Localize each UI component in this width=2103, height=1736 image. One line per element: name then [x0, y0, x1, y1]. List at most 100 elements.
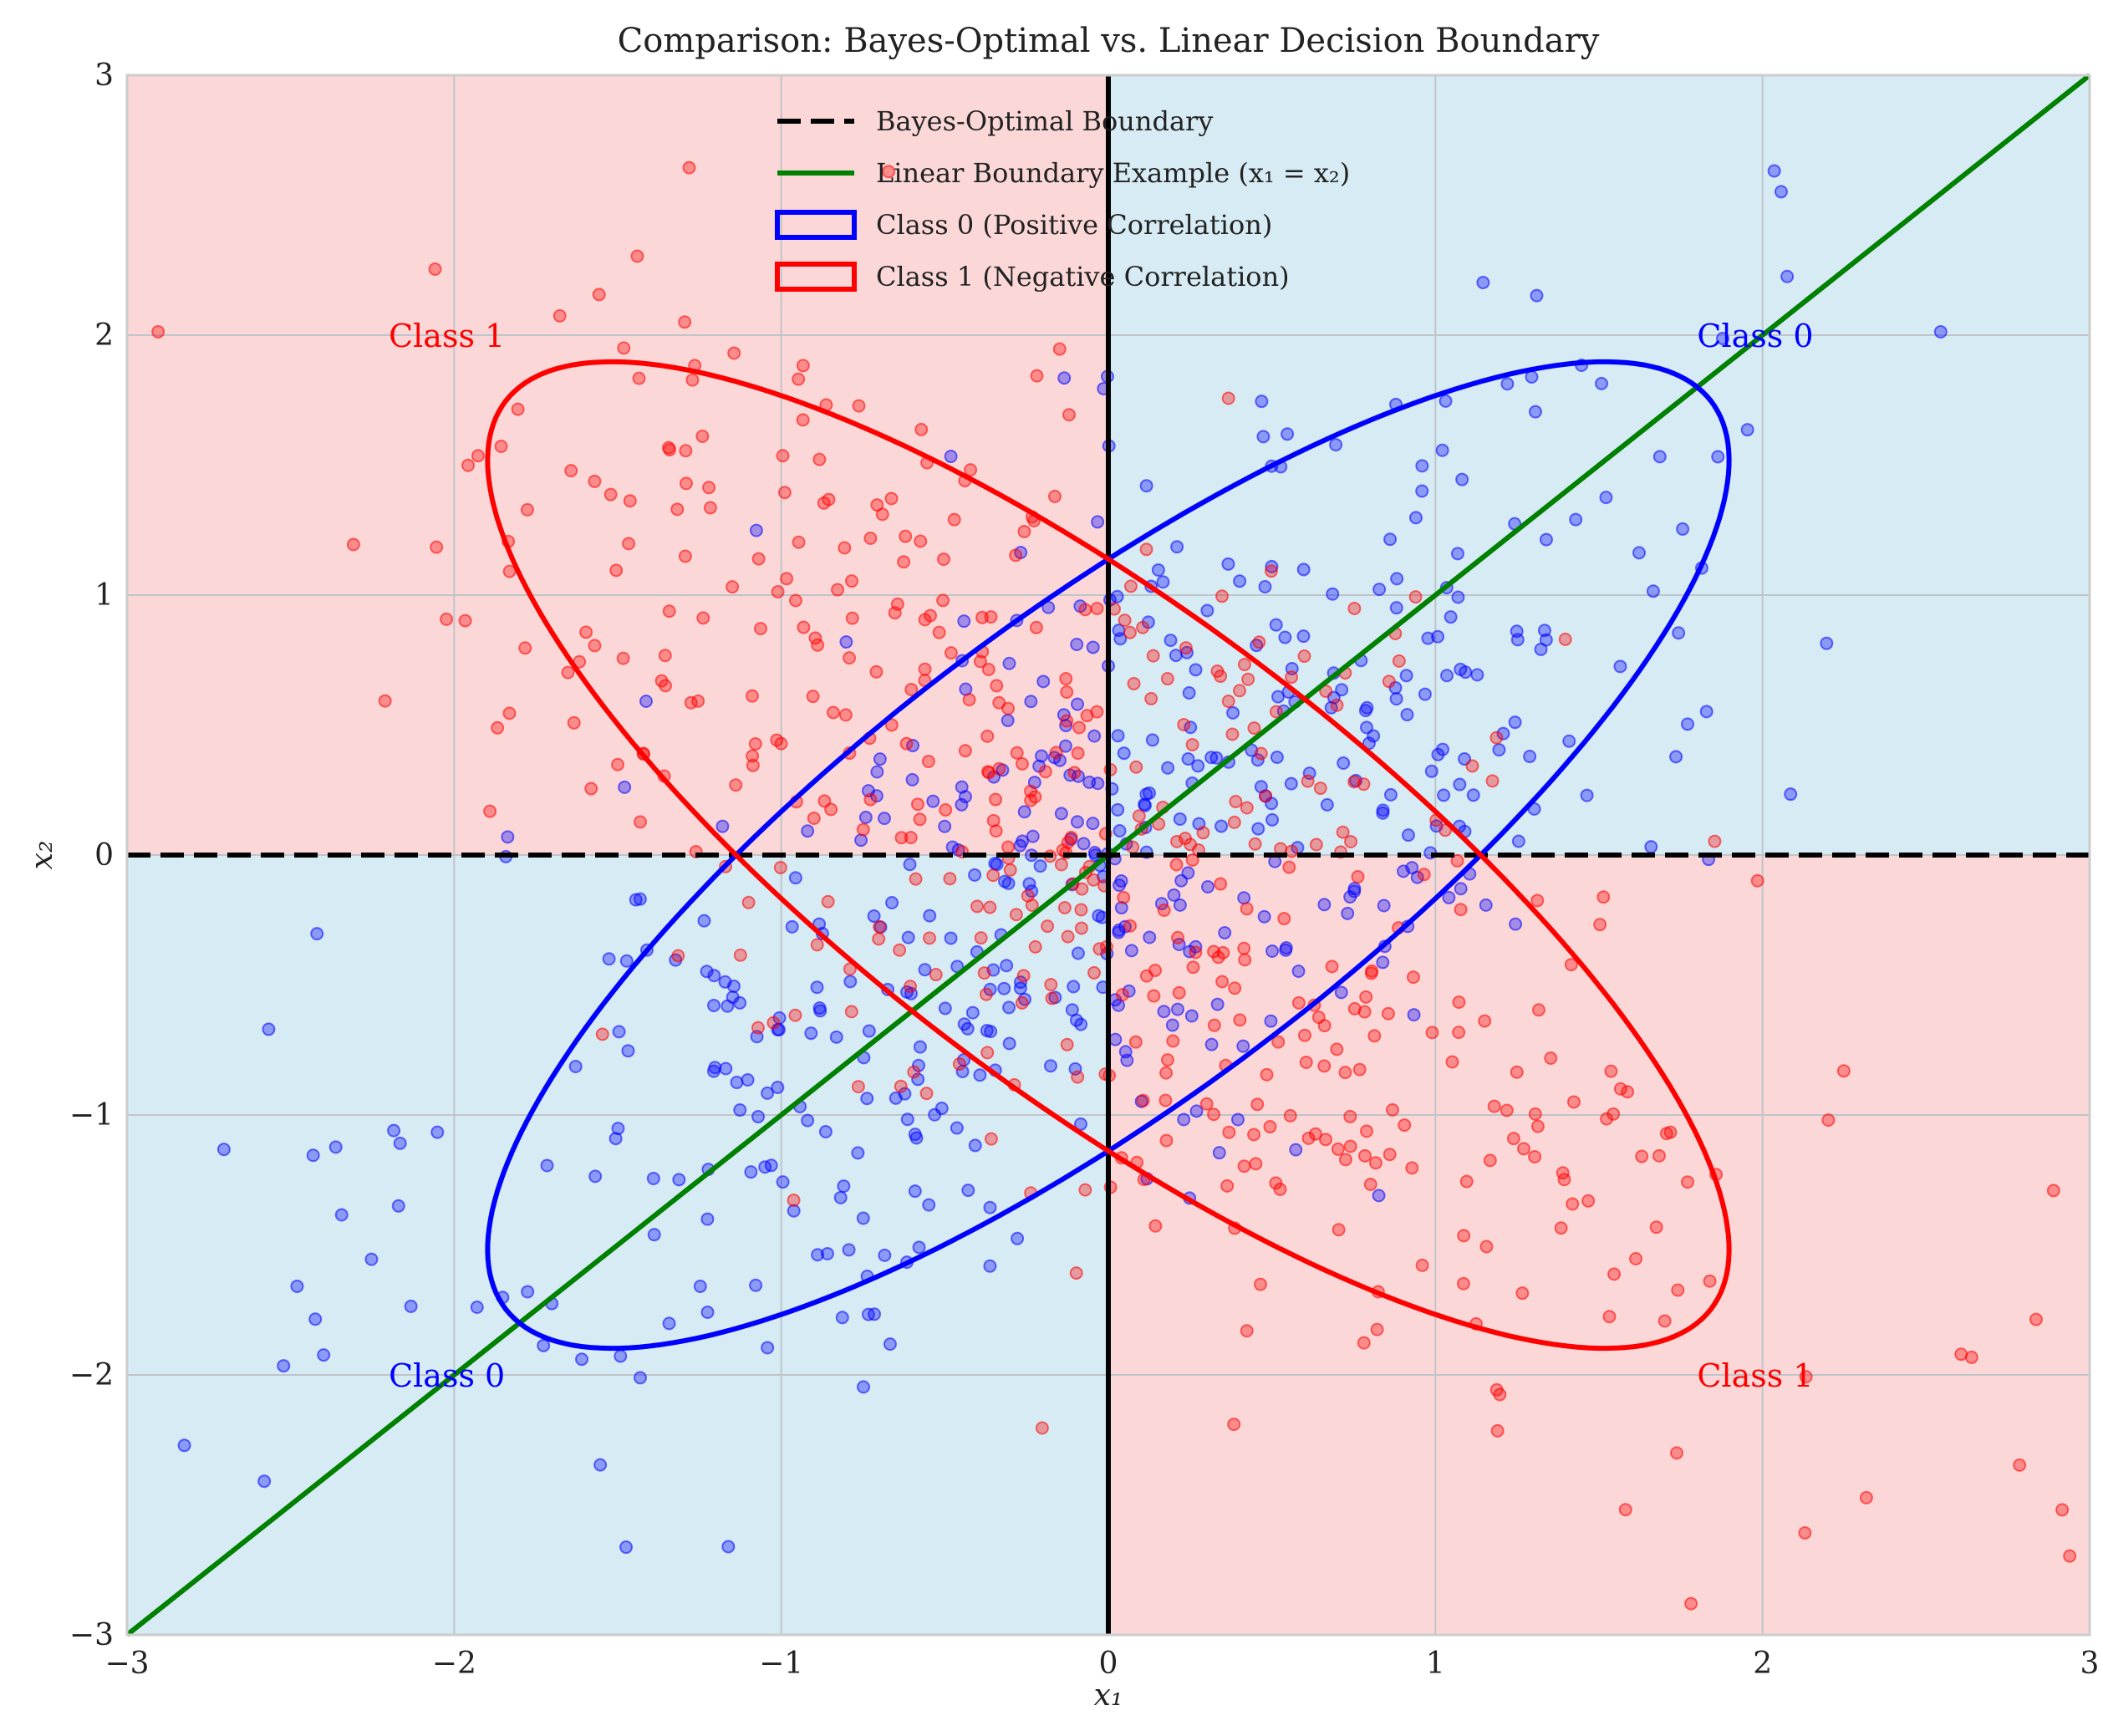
- point-class1: [1171, 930, 1185, 944]
- point-class1: [1071, 1070, 1085, 1084]
- point-class0: [1067, 980, 1081, 994]
- point-class0: [1296, 629, 1311, 644]
- point-class1: [622, 537, 636, 551]
- point-class1: [623, 494, 637, 508]
- point-class1: [1127, 676, 1141, 690]
- point-class1: [983, 900, 997, 914]
- point-class0: [1113, 823, 1127, 837]
- point-class0: [811, 1248, 825, 1262]
- point-class1: [899, 736, 914, 751]
- boundary-lines: [125, 73, 2091, 1637]
- point-class0: [1108, 1032, 1123, 1046]
- point-class0: [1091, 515, 1105, 529]
- point-class1: [1357, 777, 1371, 792]
- point-class1: [1489, 1382, 1504, 1397]
- point-class1: [745, 689, 759, 703]
- point-class0: [1511, 834, 1525, 848]
- point-class1: [1159, 1066, 1174, 1080]
- point-class1: [1600, 1112, 1614, 1126]
- point-class1: [1438, 823, 1453, 837]
- point-class1: [1684, 1596, 1698, 1611]
- point-class0: [1326, 587, 1340, 601]
- point-class1: [1044, 978, 1058, 992]
- point-class1: [1038, 765, 1052, 779]
- point-class1: [1859, 1490, 1873, 1504]
- annotation-label: Class 0: [389, 1357, 505, 1394]
- point-class1: [1381, 1006, 1395, 1021]
- point-class1: [1041, 919, 1055, 934]
- point-class1: [1363, 1178, 1377, 1192]
- point-class1: [518, 641, 532, 655]
- point-class1: [658, 649, 672, 663]
- point-class0: [1376, 955, 1390, 970]
- plot-frame: [125, 74, 2091, 1637]
- point-class1: [1445, 1055, 1459, 1069]
- point-class0: [672, 1173, 686, 1187]
- point-class0: [1479, 898, 1493, 912]
- point-class0: [1170, 540, 1184, 554]
- point-class0: [1255, 395, 1269, 409]
- point-class1: [703, 501, 717, 515]
- point-class0: [1184, 1009, 1199, 1023]
- point-class0: [1652, 450, 1667, 464]
- point-class0: [1289, 1143, 1303, 1157]
- point-class1: [1159, 1133, 1174, 1148]
- point-class1: [1003, 863, 1017, 877]
- point-class0: [785, 919, 799, 934]
- point-class1: [1132, 809, 1146, 823]
- point-class1: [1090, 602, 1104, 616]
- point-class0: [960, 1021, 975, 1036]
- point-class1: [1652, 1148, 1666, 1163]
- point-class0: [1537, 624, 1551, 638]
- point-class1: [1214, 877, 1228, 891]
- point-class1: [1554, 1221, 1568, 1235]
- point-class1: [1222, 1125, 1236, 1139]
- point-class0: [588, 1169, 603, 1184]
- y-axis-label: x₂: [25, 841, 59, 870]
- point-class1: [751, 552, 766, 566]
- point-class1: [1123, 579, 1138, 593]
- point-class1: [1045, 991, 1059, 1005]
- point-class0: [310, 927, 324, 941]
- point-class1: [1254, 746, 1268, 761]
- point-class1: [1285, 670, 1299, 685]
- legend-label: Linear Boundary Example (x₁ = x₂): [876, 157, 1350, 189]
- point-class1: [1489, 731, 1504, 745]
- point-class1: [929, 968, 943, 982]
- point-class1: [1229, 795, 1243, 809]
- point-class1: [1240, 801, 1254, 815]
- point-class1: [1516, 1142, 1530, 1156]
- point-class1: [552, 308, 567, 323]
- point-class1: [378, 694, 392, 708]
- point-class1: [1301, 1131, 1316, 1145]
- point-class1: [751, 1021, 765, 1035]
- point-class0: [1002, 1000, 1016, 1015]
- point-class0: [308, 1312, 323, 1326]
- point-class1: [1157, 903, 1171, 917]
- point-class0: [1071, 946, 1085, 960]
- point-class1: [1528, 1107, 1542, 1121]
- point-class1: [1172, 985, 1186, 1000]
- point-class1: [1160, 672, 1174, 686]
- point-class0: [1201, 879, 1215, 893]
- point-class1: [919, 1087, 934, 1101]
- point-class1: [1060, 714, 1074, 728]
- point-class1: [1060, 1037, 1074, 1051]
- point-class1: [1382, 675, 1396, 689]
- point-class1: [1670, 1446, 1684, 1460]
- point-class0: [708, 1061, 722, 1075]
- point-class0: [277, 1359, 291, 1373]
- point-class1: [1185, 738, 1199, 752]
- point-class0: [959, 790, 973, 804]
- annotation-label: Class 1: [389, 318, 505, 354]
- point-class1: [1017, 524, 1031, 538]
- point-class0: [1002, 656, 1016, 670]
- point-class1: [851, 1080, 865, 1094]
- point-class1: [1035, 1421, 1049, 1435]
- point-class1: [980, 729, 995, 743]
- point-class1: [1028, 790, 1042, 804]
- point-class1: [1604, 1064, 1618, 1078]
- point-class1: [796, 359, 810, 373]
- point-class1: [1128, 1035, 1143, 1049]
- point-class0: [862, 1024, 876, 1038]
